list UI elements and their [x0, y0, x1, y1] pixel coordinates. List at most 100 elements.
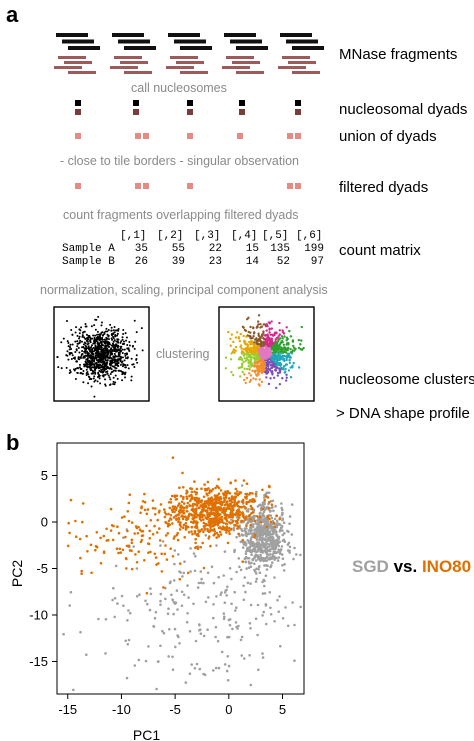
thumb-point [98, 346, 101, 349]
data-point [272, 540, 275, 544]
thumb-point [85, 333, 88, 336]
data-point [185, 495, 188, 498]
data-point [149, 519, 153, 522]
data-point [214, 625, 218, 629]
thumb-point [96, 337, 99, 340]
thumb-point [62, 337, 65, 340]
data-point [148, 537, 152, 540]
matrix-col-header: [,3] [194, 230, 221, 242]
thumb-point [85, 337, 88, 340]
data-point [281, 617, 285, 620]
step-call-nucleosomes: call nucleosomes [131, 81, 227, 95]
data-point [190, 663, 193, 666]
thumb-point [117, 355, 120, 358]
data-point [193, 530, 197, 533]
data-point [257, 557, 260, 561]
thumb-point [96, 342, 99, 345]
data-point [260, 537, 264, 540]
data-point [280, 502, 283, 505]
data-point [236, 527, 239, 530]
cluster-point [242, 360, 245, 364]
data-point [175, 533, 179, 537]
data-point [145, 512, 149, 516]
thumb-point [84, 323, 87, 326]
data-point [273, 576, 276, 579]
data-point [117, 551, 120, 555]
cluster-point [262, 336, 265, 340]
data-point [203, 527, 206, 530]
data-point [153, 616, 157, 620]
thumb-point [122, 329, 125, 332]
y-tick-label: -10 [29, 607, 48, 622]
thumb-point [67, 342, 70, 345]
data-point [238, 534, 241, 538]
cluster-point [271, 343, 275, 346]
cluster-point [253, 343, 257, 346]
cluster-point [257, 368, 261, 371]
cluster-point [287, 369, 291, 372]
data-point [198, 517, 202, 520]
cluster-point [271, 351, 275, 354]
data-point [202, 581, 205, 585]
data-point [219, 593, 222, 596]
data-point [182, 486, 185, 489]
data-point [116, 602, 119, 605]
data-point [178, 511, 182, 514]
thumb-point [77, 337, 80, 340]
data-point [263, 545, 267, 548]
data-point [248, 622, 252, 625]
thumb-point [114, 363, 117, 366]
data-point [234, 479, 237, 482]
cluster-point [285, 343, 288, 346]
thumb-point [101, 363, 104, 366]
data-point [226, 541, 230, 545]
data-point [130, 549, 133, 552]
thumb-point [127, 367, 130, 370]
data-point [199, 545, 202, 549]
thumb-point [110, 371, 113, 374]
cluster-point [292, 361, 295, 365]
data-point [195, 487, 199, 491]
data-point [288, 551, 291, 554]
thumb-point [96, 333, 99, 336]
data-point [222, 500, 226, 503]
data-point [249, 523, 252, 527]
step-filter: - close to tile borders - singular obser… [60, 154, 300, 168]
data-point [140, 534, 144, 538]
data-point [280, 513, 284, 517]
data-point [229, 511, 232, 515]
cluster-point [263, 354, 267, 357]
data-point [171, 598, 174, 601]
data-point [268, 553, 272, 556]
data-point [231, 519, 235, 523]
thumb-point [88, 365, 91, 368]
thumb-point [109, 362, 112, 365]
data-point [264, 574, 268, 577]
data-point [194, 509, 198, 513]
data-point [144, 599, 147, 603]
filtered-dyad [187, 183, 193, 189]
data-point [141, 500, 145, 503]
data-point [237, 508, 240, 511]
data-point [259, 518, 263, 521]
thumb-point [97, 371, 100, 374]
data-point [167, 655, 170, 658]
data-point [202, 508, 206, 511]
data-point [211, 528, 214, 532]
data-point [194, 511, 198, 515]
thumb-point [117, 361, 120, 364]
data-point [277, 556, 281, 559]
data-point [184, 521, 188, 525]
red-fragment [278, 66, 306, 69]
data-point [249, 603, 253, 607]
data-point [208, 529, 212, 533]
data-point [125, 676, 129, 680]
data-point [249, 499, 252, 502]
thumb-point [78, 335, 81, 338]
data-point [154, 513, 157, 516]
data-point [136, 532, 140, 535]
data-point [273, 517, 277, 521]
data-point [288, 522, 291, 525]
cluster-point [297, 346, 301, 350]
data-point [212, 518, 216, 521]
